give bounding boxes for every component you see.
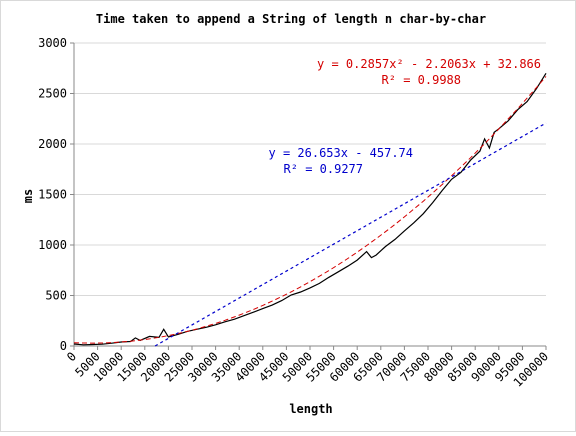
y-axis: 0 500 1000 1500 2000 2500 3000 [38, 36, 75, 353]
series-layer [73, 72, 547, 347]
poly-fit-r2: R² = 0.9988 [382, 73, 461, 87]
linear-fit-r2: R² = 0.9277 [284, 162, 363, 176]
y-tick-label: 1500 [38, 188, 67, 202]
linear-fit-equation: y = 26.653x - 457.74 [269, 146, 414, 160]
y-axis-label: ms [21, 189, 35, 203]
y-tick-label: 2500 [38, 87, 67, 101]
y-tick-label: 2000 [38, 137, 67, 151]
poly-fit-equation: y = 0.2857x² - 2.2063x + 32.866 [317, 57, 541, 71]
poly-trendline [73, 76, 547, 344]
data-series-line [73, 72, 547, 346]
y-tick-label: 3000 [38, 36, 67, 50]
y-tick-label: 0 [60, 339, 67, 353]
grid [74, 42, 546, 296]
x-axis: 0500010000150002000025000300003500040000… [64, 345, 551, 390]
x-axis-label: length [289, 402, 332, 416]
chart-title: Time taken to append a String of length … [96, 12, 486, 26]
y-tick-label: 500 [45, 289, 67, 303]
y-tick-label: 1000 [38, 238, 67, 252]
